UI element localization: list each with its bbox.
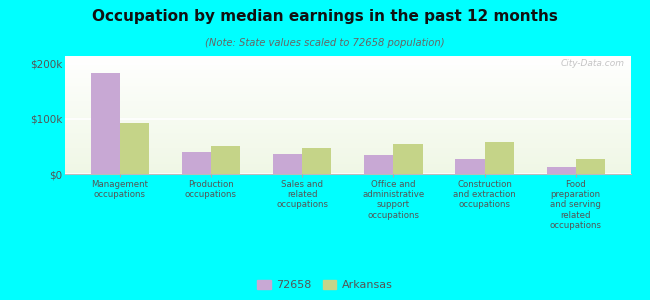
Bar (90, 73, 120, 174)
Bar (364, 155, 393, 174)
Text: Occupation by median earnings in the past 12 months: Occupation by median earnings in the pas… (92, 9, 558, 24)
Legend: 72658, Arkansas: 72658, Arkansas (253, 275, 397, 294)
Bar (120, 123, 149, 174)
Bar (576, 159, 605, 174)
Bar (456, 159, 484, 174)
Bar (393, 144, 422, 174)
Text: (Note: State values scaled to 72658 population): (Note: State values scaled to 72658 popu… (205, 38, 445, 47)
Bar (302, 148, 332, 174)
Bar (273, 154, 302, 174)
Bar (547, 167, 576, 174)
Bar (211, 146, 240, 174)
Bar (182, 152, 211, 174)
Text: City-Data.com: City-Data.com (561, 59, 625, 68)
Bar (484, 142, 514, 174)
